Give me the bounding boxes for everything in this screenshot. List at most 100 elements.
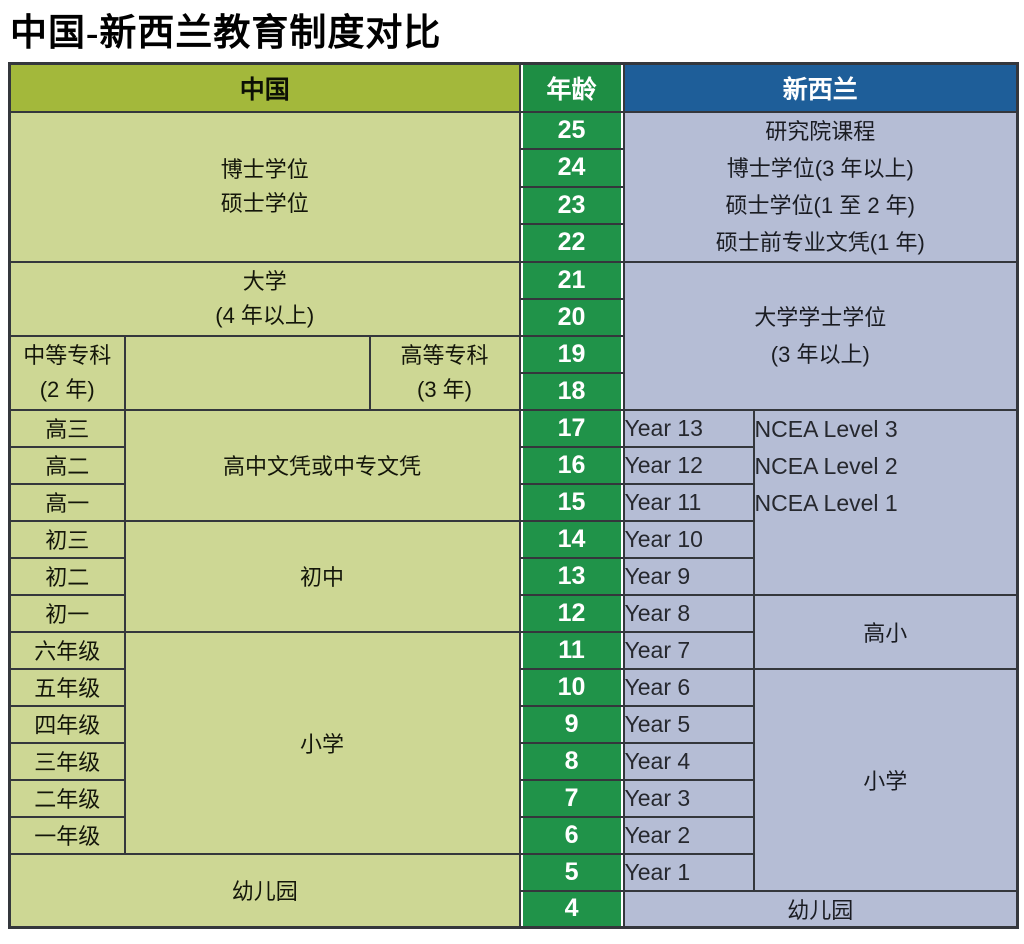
row-age-23: 23 [10, 185, 1018, 225]
cell-china-higher-vocational: 高等专科 (3 年) [368, 334, 521, 411]
age-cell-13: 13 [518, 556, 625, 596]
china-graduate-line: 硕士学位 [220, 190, 309, 216]
cell-nz-year-1: Year 1 [622, 852, 755, 892]
age-cell-4: 4 [518, 889, 625, 929]
cell-nz-year-3: Year 3 [622, 778, 755, 818]
cell-china-grade-senior-3: 高三 [8, 408, 126, 448]
china-university-line: 大学 [242, 268, 287, 294]
cell-nz-kindergarten: 幼儿园 [622, 889, 1019, 929]
cell-nz-year-6: Year 6 [622, 667, 755, 707]
china-secondary-vocational-line: 中等专科 [23, 342, 112, 368]
row-age-24: 24 [10, 148, 1018, 188]
row-age-15: 高一 15 Year 11 [8, 482, 1018, 522]
cell-nz-ncea-levels: NCEA Level 3 NCEA Level 2 NCEA Level 1 [752, 408, 1019, 596]
header-age: 年龄 [518, 62, 625, 113]
cell-china-grade-junior-1: 初一 [8, 593, 126, 633]
cell-china-empty [123, 334, 371, 411]
age-cell-24: 24 [518, 148, 625, 188]
nz-postgraduate-line: 硕士前专业文凭(1 年) [715, 229, 925, 255]
cell-china-grade-primary-4: 四年级 [8, 704, 126, 744]
row-age-19: 中等专科 (2 年) 高等专科 (3 年) 19 [8, 334, 1018, 411]
age-cell-21: 21 [518, 260, 625, 300]
comparison-board: 中国 年龄 新西兰 博士学位 硕士学位 25 研究院课程 博士学位(3 年以上)… [8, 62, 1020, 929]
cell-china-secondary-vocational: 中等专科 (2 年) [8, 334, 126, 411]
age-cell-11: 11 [518, 630, 625, 670]
cell-china-primary-school: 小学 [123, 630, 521, 855]
cell-china-grade-senior-1: 高一 [8, 482, 126, 522]
cell-china-grade-junior-2: 初二 [8, 556, 126, 596]
row-age-8: 三年级 8 Year 4 [8, 741, 1018, 781]
age-cell-20: 20 [518, 297, 625, 337]
header-china: 中国 [8, 62, 521, 113]
cell-nz-year-4: Year 4 [622, 741, 755, 781]
row-age-20: 20 [10, 297, 1018, 337]
nz-ncea-line: NCEA Level 2 [754, 452, 898, 479]
row-age-11: 六年级 小学 11 Year 7 [8, 630, 1018, 855]
nz-postgraduate-line: 博士学位(3 年以上) [726, 155, 914, 181]
cell-china-grade-primary-5: 五年级 [8, 667, 126, 707]
row-age-14: 初三 初中 14 Year 10 [8, 519, 1018, 633]
cell-china-grade-senior-2: 高二 [8, 445, 126, 485]
cell-nz-year-2: Year 2 [622, 815, 755, 855]
education-comparison-table: 中国 年龄 新西兰 博士学位 硕士学位 25 研究院课程 博士学位(3 年以上)… [8, 62, 1020, 929]
age-cell-9: 9 [518, 704, 625, 744]
cell-nz-year-12: Year 12 [622, 445, 755, 485]
row-age-12: 初一 12 Year 8 高小 [8, 593, 1019, 670]
nz-ncea-line: NCEA Level 3 [754, 415, 898, 442]
cell-nz-year-10: Year 10 [622, 519, 755, 559]
row-age-16: 高二 16 Year 12 [8, 445, 1018, 485]
age-cell-10: 10 [518, 667, 625, 707]
cell-nz-year-8: Year 8 [622, 593, 755, 633]
nz-bachelor-line: (3 年以上) [770, 341, 870, 367]
row-age-13: 初二 13 Year 9 [8, 556, 1018, 596]
row-age-5: 幼儿园 5 Year 1 [8, 852, 1018, 929]
cell-nz-year-7: Year 7 [622, 630, 755, 670]
age-cell-16: 16 [518, 445, 625, 485]
row-age-25: 博士学位 硕士学位 25 研究院课程 博士学位(3 年以上) 硕士学位(1 至 … [8, 110, 1019, 263]
row-age-22: 22 [10, 223, 1018, 263]
row-age-7: 二年级 7 Year 3 [8, 778, 1018, 818]
age-cell-15: 15 [518, 482, 625, 522]
age-cell-18: 18 [518, 371, 625, 411]
age-cell-22: 22 [518, 223, 625, 263]
cell-china-grade-primary-1: 一年级 [8, 815, 126, 855]
row-age-10: 五年级 10 Year 6 小学 [8, 667, 1019, 892]
nz-postgraduate-line: 研究院课程 [765, 118, 876, 144]
age-cell-14: 14 [518, 519, 625, 559]
china-secondary-vocational-line: (2 年) [39, 376, 95, 402]
china-higher-vocational-line: 高等专科 [400, 342, 489, 368]
age-cell-6: 6 [518, 815, 625, 855]
cell-china-university: 大学 (4 年以上) [8, 260, 521, 337]
cell-nz-year-13: Year 13 [622, 408, 755, 448]
cell-nz-postgraduate: 研究院课程 博士学位(3 年以上) 硕士学位(1 至 2 年) 硕士前专业文凭(… [622, 110, 1019, 263]
cell-nz-primary-school: 小学 [752, 667, 1019, 892]
china-graduate-line: 博士学位 [220, 156, 309, 182]
row-age-18: 18 [10, 371, 1018, 411]
cell-china-graduate: 博士学位 硕士学位 [8, 110, 521, 263]
row-age-17: 高三 高中文凭或中专文凭 17 Year 13 NCEA Level 3 NCE… [8, 408, 1019, 596]
age-cell-5: 5 [518, 852, 625, 892]
cell-china-grade-junior-3: 初三 [8, 519, 126, 559]
age-cell-12: 12 [518, 593, 625, 633]
cell-china-grade-primary-6: 六年级 [8, 630, 126, 670]
row-age-21: 大学 (4 年以上) 21 大学学士学位 (3 年以上) [8, 260, 1019, 411]
cell-china-middle-school: 初中 [123, 519, 521, 633]
cell-nz-year-11: Year 11 [622, 482, 755, 522]
age-cell-23: 23 [518, 185, 625, 225]
age-cell-8: 8 [518, 741, 625, 781]
china-higher-vocational-line: (3 年) [417, 376, 473, 402]
cell-china-grade-primary-2: 二年级 [8, 778, 126, 818]
cell-nz-year-9: Year 9 [622, 556, 755, 596]
header-row: 中国 年龄 新西兰 [8, 62, 1019, 113]
nz-bachelor-line: 大学学士学位 [754, 304, 887, 330]
cell-china-grade-primary-3: 三年级 [8, 741, 126, 781]
cell-nz-bachelor: 大学学士学位 (3 年以上) [622, 260, 1019, 411]
cell-nz-senior-primary: 高小 [752, 593, 1019, 670]
cell-china-kindergarten: 幼儿园 [8, 852, 521, 929]
cell-china-highschool-diploma: 高中文凭或中专文凭 [123, 408, 521, 522]
header-new-zealand: 新西兰 [622, 62, 1019, 113]
age-cell-7: 7 [518, 778, 625, 818]
cell-nz-year-5: Year 5 [622, 704, 755, 744]
nz-ncea-line: NCEA Level 1 [754, 489, 898, 516]
page-title: 中国-新西兰教育制度对比 [10, 13, 442, 54]
